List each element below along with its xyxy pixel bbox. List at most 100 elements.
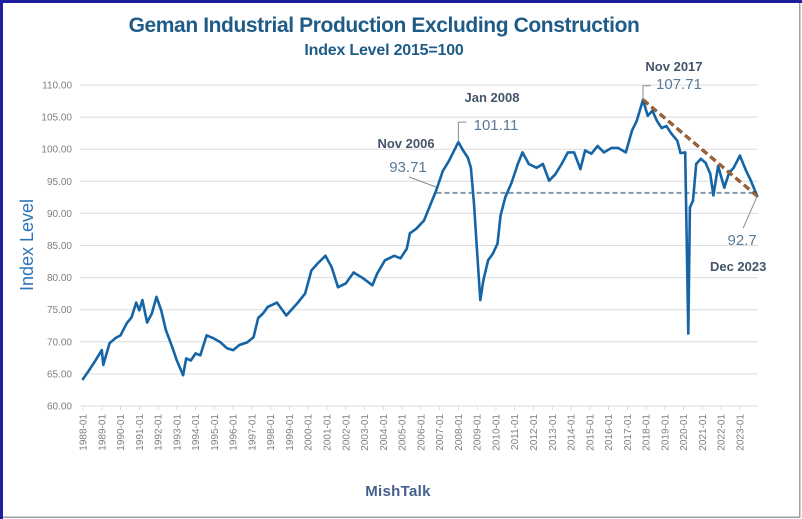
- x-axis-tick-labels: 1988-01 1989-01 1990-01 1991-01 1992-01 1993-…: [79, 406, 746, 451]
- x-tick-label: 2019-01: [660, 414, 671, 451]
- x-tick-label: 2008-01: [454, 414, 465, 451]
- data-point: [261, 312, 265, 315]
- data-point: [316, 262, 319, 265]
- x-tick-label: 2015-01: [585, 414, 596, 451]
- data-point: [684, 151, 687, 154]
- data-point: [499, 214, 502, 217]
- data-point: [479, 298, 482, 302]
- data-point: [361, 277, 365, 280]
- x-tick-label: 1997-01: [247, 414, 258, 451]
- data-point: [461, 149, 465, 152]
- data-point: [602, 151, 606, 154]
- data-point: [665, 124, 668, 128]
- data-point: [660, 126, 663, 130]
- data-point: [185, 357, 188, 360]
- x-tick-label: 2002-01: [341, 414, 352, 451]
- series-line: [81, 98, 759, 381]
- annotation-date-label: Nov 2017: [645, 59, 702, 74]
- data-point: [624, 151, 627, 154]
- annotations: Nov 2006 93.71 Jan 2008 101.11 Nov 2017 107.7…: [377, 59, 766, 274]
- data-point: [691, 199, 695, 202]
- data-point: [266, 305, 269, 309]
- data-point: [516, 162, 520, 166]
- x-tick-label: 1992-01: [154, 414, 165, 451]
- data-point: [688, 206, 692, 209]
- data-point: [694, 162, 698, 166]
- data-point: [704, 161, 707, 164]
- x-tick-label: 2005-01: [398, 414, 409, 451]
- data-point: [405, 247, 408, 250]
- data-point: [482, 278, 485, 282]
- data-point: [491, 252, 495, 256]
- data-point: [383, 259, 387, 262]
- x-tick-label: 1990-01: [116, 414, 127, 451]
- data-point: [521, 151, 524, 154]
- x-tick-label: 2013-01: [548, 414, 559, 451]
- data-point: [630, 129, 634, 132]
- data-point: [81, 377, 85, 381]
- x-tick-label: 2000-01: [304, 414, 315, 451]
- x-tick-label: 2003-01: [360, 414, 371, 451]
- x-tick-label: 2023-01: [735, 414, 746, 451]
- data-point: [125, 321, 128, 325]
- y-tick-label: 105.00: [41, 113, 72, 124]
- frame-top-border: [0, 0, 802, 3]
- x-tick-label: 2012-01: [529, 414, 540, 451]
- x-tick-label: 1996-01: [229, 414, 240, 451]
- annotation-value-label: 92.7: [728, 232, 757, 249]
- data-point: [472, 202, 476, 205]
- x-tick-label: 2020-01: [679, 414, 690, 451]
- y-tick-label: 80.00: [47, 273, 72, 284]
- data-point: [211, 336, 215, 340]
- data-point: [134, 301, 138, 304]
- data-point: [330, 266, 333, 269]
- data-point: [138, 309, 141, 312]
- x-tick-label: 1994-01: [191, 414, 202, 451]
- x-tick-label: 1989-01: [97, 414, 108, 451]
- data-point: [246, 341, 249, 344]
- y-axis-tick-labels: 60.00 65.00 70.00 75.00 80.00 85.00 90.00 95.00…: [41, 81, 72, 413]
- trend-line: [642, 98, 758, 197]
- data-point: [238, 343, 241, 347]
- data-point: [375, 272, 379, 275]
- data-point: [435, 188, 438, 191]
- x-tick-label: 2011-01: [510, 414, 521, 450]
- x-tick-label: 2017-01: [623, 414, 634, 451]
- data-point: [496, 242, 499, 245]
- data-point: [669, 131, 673, 135]
- data-point: [635, 119, 638, 123]
- annotation-leader-line: [457, 121, 467, 143]
- data-point: [155, 295, 158, 299]
- data-point: [655, 119, 659, 123]
- data-point: [596, 144, 599, 148]
- data-point: [712, 194, 715, 197]
- data-point: [275, 301, 279, 304]
- data-point: [414, 227, 418, 231]
- data-point: [408, 232, 412, 235]
- data-point: [475, 252, 479, 255]
- data-point: [119, 334, 122, 337]
- gridlines: [80, 84, 758, 407]
- data-point: [145, 321, 149, 324]
- data-point: [352, 271, 355, 274]
- data-point: [231, 348, 235, 352]
- data-point: [566, 151, 570, 154]
- x-axis-title: MishTalk: [365, 483, 431, 500]
- data-point: [285, 314, 288, 317]
- y-tick-label: 95.00: [47, 177, 72, 188]
- x-tick-label: 2018-01: [642, 414, 653, 451]
- annotation-leader-line: [642, 85, 651, 100]
- chart-subtitle: Index Level 2015=100: [304, 42, 464, 59]
- data-point: [160, 309, 163, 312]
- data-point: [486, 259, 490, 262]
- data-point: [583, 149, 587, 152]
- annotation-date-label: Nov 2006: [377, 136, 434, 151]
- data-point: [723, 186, 726, 189]
- data-point: [170, 345, 174, 349]
- data-point: [547, 179, 551, 182]
- data-point: [749, 179, 753, 182]
- data-point: [616, 146, 620, 150]
- x-tick-label: 1993-01: [172, 414, 183, 451]
- data-point: [541, 162, 545, 166]
- data-point: [164, 329, 168, 332]
